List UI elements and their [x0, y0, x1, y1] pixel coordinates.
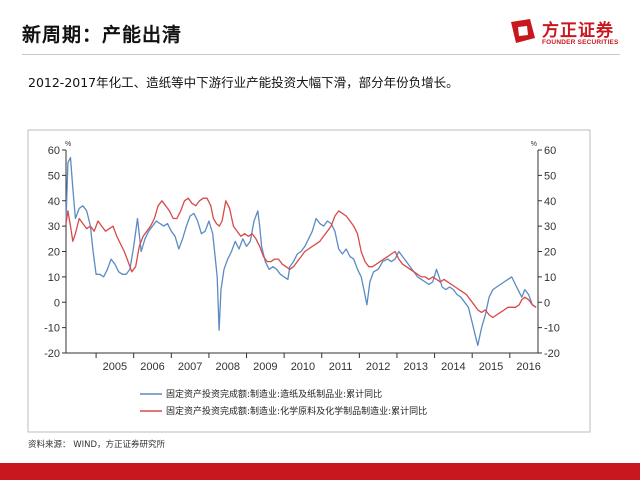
y-tick-label-left: 40 [48, 196, 60, 208]
left-axis-unit: % [65, 141, 71, 148]
chart-axes: -20 -20 -10 -10 0 0 10 10 20 20 30 30 40 40 50 50 60 60%%… [44, 141, 560, 373]
x-tick-label: 2008 [215, 361, 239, 373]
y-tick-label-left: 20 [48, 247, 60, 259]
logo-text-cn: 方正证券 [542, 21, 614, 41]
founder-securities-logo: 方正证券 FOUNDER SECURITIES [508, 14, 628, 54]
y-tick-label-right: 10 [544, 272, 556, 284]
y-tick-label-left: 50 [48, 170, 60, 182]
x-tick-label: 2010 [291, 361, 315, 373]
x-tick-label: 2011 [329, 361, 353, 373]
series-line-1 [65, 156, 537, 347]
legend-label-1: 固定资产投资完成额:制造业:造纸及纸制品业:累计同比 [166, 388, 382, 400]
slide-subtitle: 2012-2017年化工、造纸等中下游行业产能投资大幅下滑，部分年份负增长。 [28, 75, 459, 90]
source-note: 资料来源： WIND，方正证券研究所 [28, 440, 166, 450]
founder-logo-icon [511, 19, 535, 43]
y-tick-label-right: 0 [544, 297, 550, 309]
y-tick-label-right: 20 [544, 247, 556, 259]
slide-title: 新周期：产能出清 [22, 24, 183, 46]
y-tick-label-right: 40 [544, 196, 556, 208]
y-tick-label-left: 0 [54, 297, 60, 309]
x-tick-label: 2014 [441, 361, 465, 373]
x-tick-label: 2012 [366, 361, 390, 373]
chart-legend: 固定资产投资完成额:制造业:造纸及纸制品业:累计同比固定资产投资完成额:制造业:… [140, 388, 427, 417]
chart-series [65, 156, 537, 347]
series-line-2 [65, 197, 537, 319]
y-tick-label-right: -20 [544, 348, 560, 360]
bottom-brand-bar [0, 463, 640, 480]
x-tick-label: 2013 [404, 361, 428, 373]
x-tick-label: 2009 [253, 361, 277, 373]
y-tick-label-left: 60 [48, 145, 60, 157]
title-divider [22, 54, 620, 55]
y-tick-label-left: -20 [44, 348, 60, 360]
y-tick-label-left: -10 [44, 323, 60, 335]
x-tick-label: 2016 [516, 361, 540, 373]
y-tick-label-right: 30 [544, 221, 556, 233]
x-tick-label: 2007 [178, 361, 202, 373]
x-tick-label: 2005 [103, 361, 127, 373]
legend-label-2: 固定资产投资完成额:制造业:化学原料及化学制品制造业:累计同比 [166, 405, 427, 417]
y-tick-label-right: 60 [544, 145, 556, 157]
y-tick-label-right: -10 [544, 323, 560, 335]
chart-frame [27, 129, 591, 433]
x-tick-label: 2006 [140, 361, 164, 373]
y-tick-label-left: 10 [48, 272, 60, 284]
x-tick-label: 2015 [479, 361, 503, 373]
right-axis-unit: % [531, 141, 537, 148]
logo-text-en: FOUNDER SECURITIES [542, 39, 619, 46]
y-tick-label-right: 50 [544, 170, 556, 182]
y-tick-label-left: 30 [48, 221, 60, 233]
